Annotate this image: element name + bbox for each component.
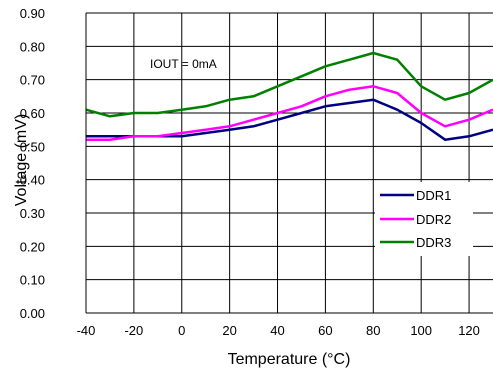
- series-line-ddr2: [86, 85, 493, 141]
- y-tick-label: 0.20: [20, 239, 45, 254]
- y-tick-label: 0.80: [20, 39, 45, 54]
- legend: DDR1 DDR2 DDR3: [375, 182, 473, 256]
- x-tick-label: 40: [270, 323, 284, 338]
- x-tick-label: 0: [178, 323, 185, 338]
- legend-label-ddr3: DDR3: [416, 235, 451, 250]
- x-tick-label: 100: [410, 323, 432, 338]
- x-axis-title: Temperature (°C): [228, 351, 351, 368]
- y-axis-title: Voltage (mV): [13, 114, 30, 206]
- x-tick-label: 20: [222, 323, 236, 338]
- x-tick-label: 80: [366, 323, 380, 338]
- axes: 0.00 0.10 0.20 0.30 0.40 0.50 0.60 0.70 0.80 0.90…: [20, 6, 493, 338]
- x-tick-label: -40: [77, 323, 96, 338]
- y-tick-label: 0.90: [20, 6, 45, 21]
- y-tick-label: 0.00: [20, 306, 45, 321]
- legend-label-ddr1: DDR1: [416, 188, 451, 203]
- annotation-iout: IOUT = 0mA: [150, 57, 217, 71]
- series-line-ddr3: [85, 51, 493, 118]
- series-lines: [85, 51, 493, 141]
- y-tick-label: 0.50: [20, 139, 45, 154]
- grid: [85, 12, 493, 314]
- x-tick-label: 60: [318, 323, 332, 338]
- x-tick-label: 120: [458, 323, 480, 338]
- y-tick-label: 0.30: [20, 206, 45, 221]
- y-tick-label: 0.60: [20, 106, 45, 121]
- legend-label-ddr2: DDR2: [416, 212, 451, 227]
- y-tick-label: 0.70: [20, 73, 45, 88]
- y-tick-label: 0.40: [20, 173, 45, 188]
- y-tick-label: 0.10: [20, 273, 45, 288]
- x-tick-label: -20: [124, 323, 143, 338]
